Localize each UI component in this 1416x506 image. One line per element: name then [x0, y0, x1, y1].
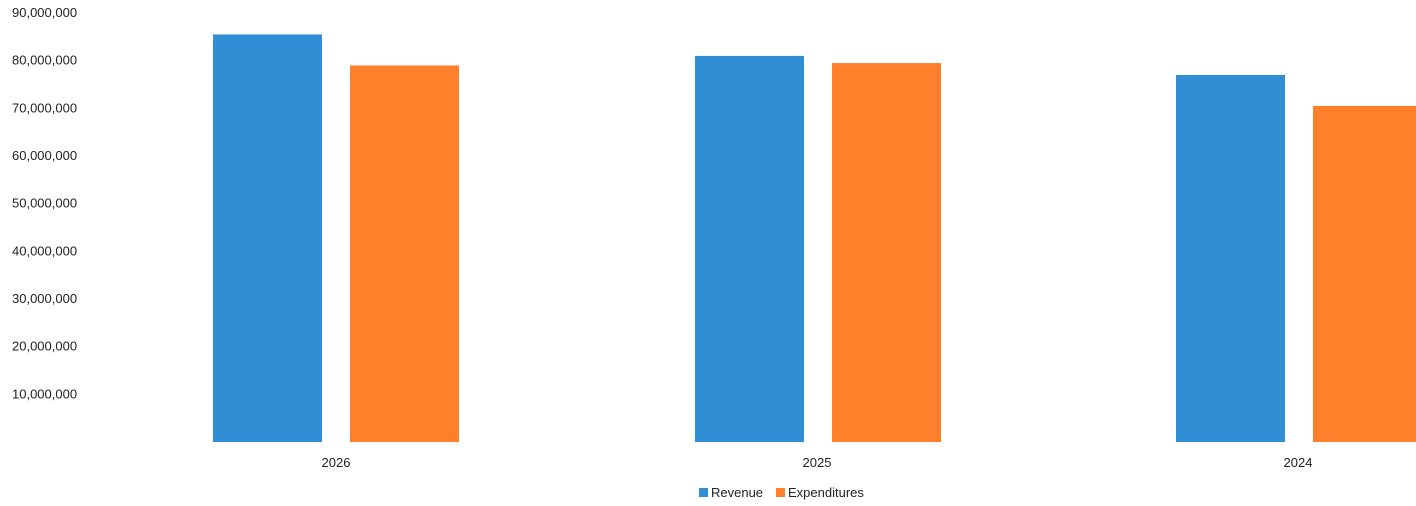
legend-swatch-revenue: [699, 488, 708, 497]
y-tick-label: 80,000,000: [12, 53, 77, 68]
y-tick-label: 30,000,000: [12, 291, 77, 306]
x-tick-label: 2025: [803, 455, 832, 470]
x-tick-label: 2024: [1284, 455, 1313, 470]
y-tick-label: 70,000,000: [12, 100, 77, 115]
y-tick-label: 90,000,000: [12, 5, 77, 20]
legend-label-expenditures: Expenditures: [788, 485, 864, 500]
y-tick-label: 40,000,000: [12, 243, 77, 258]
y-axis: 10,000,000 20,000,000 30,000,000 40,000,000…: [12, 5, 77, 401]
bar-revenue-2025: [695, 55, 804, 443]
bar-expenditures-2026: [350, 65, 459, 442]
legend-swatch-expenditures: [776, 488, 785, 497]
x-axis: 2026 2025 2024: [322, 455, 1313, 470]
bar-expenditures-2024: [1313, 105, 1416, 442]
x-tick-label: 2026: [322, 455, 351, 470]
y-tick-label: 10,000,000: [12, 386, 77, 401]
bar-revenue-2024: [1176, 74, 1285, 442]
y-tick-label: 50,000,000: [12, 196, 77, 211]
bar-expenditures-2025: [832, 63, 941, 443]
bar-revenue-2026: [213, 34, 322, 442]
bars-layer: [213, 34, 1416, 443]
y-tick-label: 60,000,000: [12, 148, 77, 163]
y-tick-label: 20,000,000: [12, 339, 77, 354]
legend-label-revenue: Revenue: [711, 485, 763, 500]
legend: Revenue Expenditures: [699, 485, 864, 500]
